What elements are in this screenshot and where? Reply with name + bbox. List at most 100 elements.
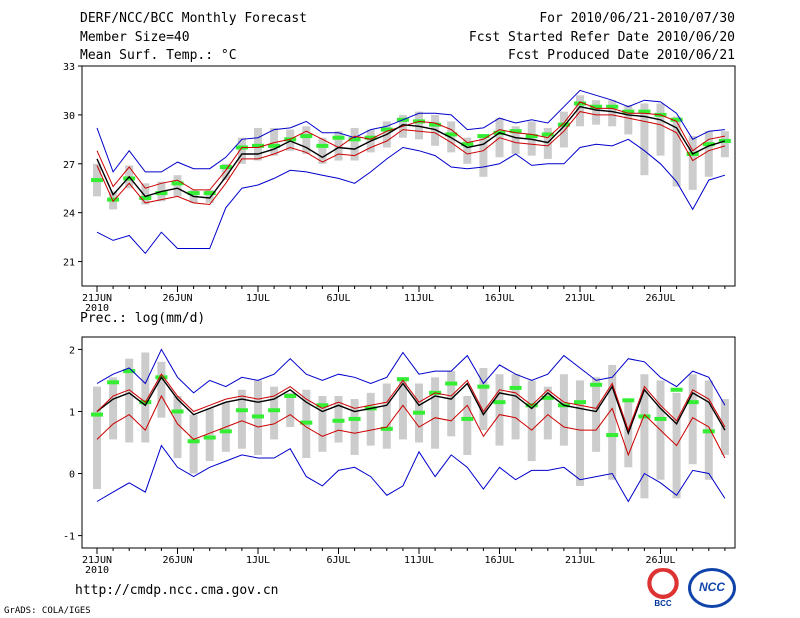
spread-bar (318, 137, 327, 164)
x-tick-label: 26JUL (645, 555, 675, 566)
median-marker (300, 420, 313, 425)
x-tick-label: 21JUN (82, 555, 112, 566)
spread-bar (559, 111, 568, 148)
median-marker (670, 117, 683, 122)
footer-url[interactable]: http://cmdp.ncc.cma.gov.cn (75, 583, 279, 598)
x-tick-label: 11JUL (404, 293, 434, 304)
spread-bar (608, 364, 617, 480)
spread-bar (640, 374, 649, 499)
median-marker (171, 181, 184, 186)
x-tick-label: 11JUL (404, 555, 434, 566)
median-marker (541, 132, 554, 137)
spread-bar (495, 374, 504, 446)
spread-bar (608, 100, 617, 127)
spread-bar (527, 380, 536, 462)
bcc-logo: BCC (640, 568, 686, 608)
median-marker (380, 127, 393, 132)
median-marker (348, 416, 361, 421)
median-marker (332, 418, 345, 423)
median-marker (686, 400, 699, 405)
median-marker (509, 129, 522, 134)
x-tick-year-label: 2010 (85, 303, 109, 314)
median-marker (477, 134, 490, 139)
spread-bar (592, 377, 601, 452)
x-tick-label: 16JUL (484, 293, 514, 304)
spread-bar (576, 95, 584, 127)
x-tick-label: 21JUL (565, 293, 595, 304)
x-tick-label: 6JUL (326, 293, 350, 304)
series-line-min (96, 138, 726, 255)
series-line-upper (96, 101, 725, 191)
median-marker (461, 416, 474, 421)
median-marker (219, 429, 232, 434)
median-marker (541, 395, 554, 400)
median-marker (123, 369, 136, 374)
spread-bar (205, 189, 214, 203)
median-marker (461, 142, 474, 147)
median-marker (123, 176, 136, 181)
spread-bar (125, 358, 134, 443)
median-marker (380, 426, 393, 431)
spread-bar (415, 111, 423, 140)
spread-bar (720, 131, 729, 158)
variable-label: Mean Surf. Temp.: °C (80, 48, 237, 63)
spread-bar (672, 116, 681, 187)
median-marker (91, 178, 103, 183)
median-marker (493, 400, 506, 405)
spread-bar (141, 183, 150, 205)
median-marker (638, 109, 651, 114)
median-marker (332, 135, 345, 140)
spread-bar (543, 386, 552, 440)
median-marker (316, 143, 329, 148)
median-marker (396, 377, 409, 382)
series-line-lower (96, 111, 726, 206)
spread-bar (350, 399, 359, 455)
median-marker (171, 409, 184, 414)
median-marker (364, 135, 377, 140)
median-marker (187, 439, 200, 444)
median-marker (139, 196, 152, 200)
median-marker (654, 416, 667, 421)
x-tick-label: 16JUL (484, 555, 514, 566)
median-marker (606, 433, 619, 438)
spread-bar (447, 371, 456, 437)
spread-bar (559, 374, 568, 446)
spread-bar (431, 377, 440, 449)
spread-bar (109, 377, 118, 440)
plot-frame (81, 336, 736, 549)
median-marker (91, 412, 103, 417)
median-marker (574, 101, 586, 106)
x-tick-label: 26JUN (162, 293, 192, 304)
x-tick-year-label: 2010 (85, 565, 109, 576)
spread-bar (576, 380, 584, 486)
bcc-logo-text: BCC (654, 599, 672, 608)
spread-bar (511, 126, 520, 154)
y-tick-label: 21 (63, 258, 75, 269)
median-marker (702, 142, 715, 147)
spread-bar (270, 127, 279, 156)
y-tick-label: 33 (63, 62, 75, 73)
median-marker (445, 132, 458, 137)
y-tick-label: -1 (63, 532, 75, 543)
median-marker (107, 197, 120, 202)
ncc-logo-text: NCC (699, 580, 725, 594)
median-marker (219, 165, 232, 170)
spread-bar (237, 137, 246, 164)
series-line-lower (96, 394, 726, 459)
x-tick-label: 26JUN (162, 555, 192, 566)
spread-bar (221, 163, 230, 181)
spread-bar (463, 137, 472, 164)
median-marker (606, 104, 619, 109)
y-tick-label: 1 (69, 407, 75, 418)
start-date: Fcst Started Refer Date 2010/06/20 (468, 30, 735, 45)
spread-bar (173, 175, 182, 197)
series-line-upper (96, 373, 726, 432)
series-line-min (96, 444, 726, 503)
member-size: Member Size=40 (80, 30, 190, 45)
median-marker (413, 410, 425, 415)
series-line-max (96, 89, 725, 173)
median-marker (284, 393, 297, 398)
spread-bar (382, 383, 391, 449)
spread-bar (205, 408, 214, 462)
